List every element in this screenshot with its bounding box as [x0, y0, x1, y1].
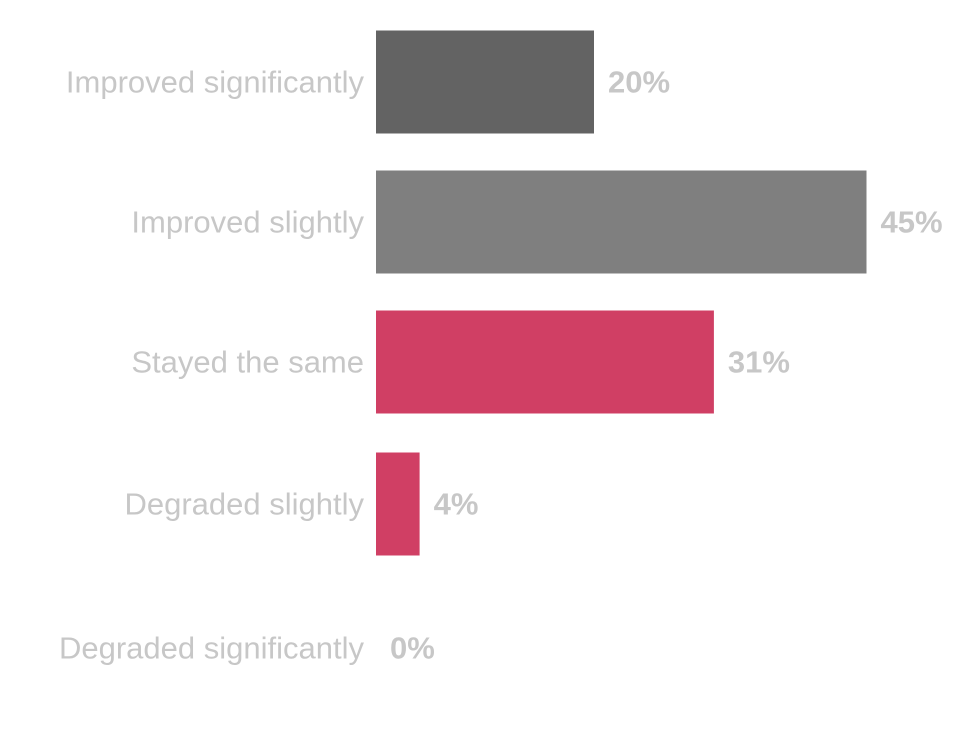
value-label: 0% — [390, 631, 435, 666]
category-label: Improved significantly — [66, 65, 365, 100]
value-label: 20% — [608, 65, 670, 100]
value-label: 4% — [434, 487, 479, 522]
bar-stayed-the-same — [376, 310, 714, 414]
bar-degraded-slightly — [376, 452, 420, 556]
value-label: 31% — [728, 345, 790, 380]
category-label: Degraded significantly — [59, 631, 365, 666]
bar-improved-significantly — [376, 30, 594, 134]
category-label: Degraded slightly — [124, 487, 364, 522]
category-label: Stayed the same — [131, 345, 364, 380]
bar-improved-slightly — [376, 170, 867, 274]
category-label: Improved slightly — [131, 205, 364, 240]
value-label: 45% — [881, 205, 943, 240]
